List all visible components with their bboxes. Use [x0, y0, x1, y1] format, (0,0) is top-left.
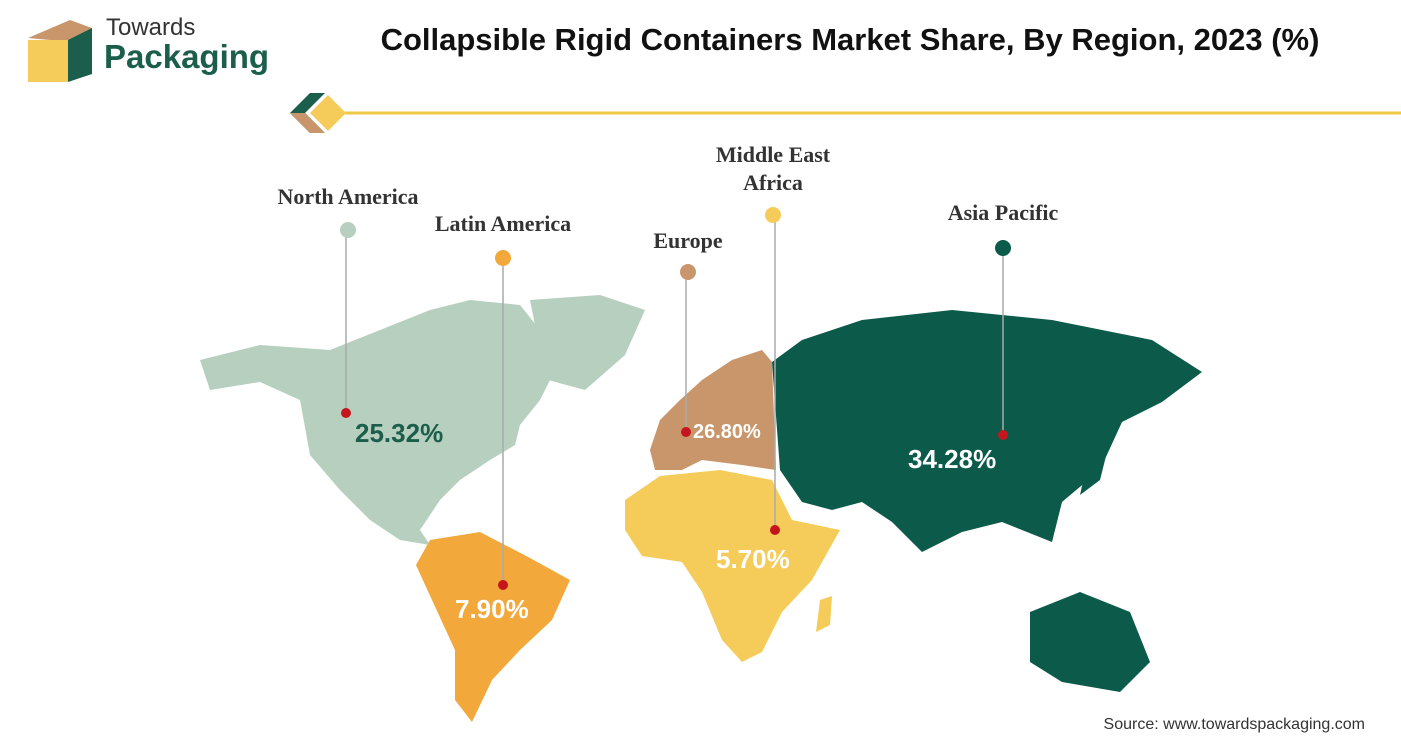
- logo-icon: [28, 20, 92, 82]
- location-dot: [341, 408, 351, 418]
- region-name: Asia Pacific: [947, 200, 1059, 225]
- region-shape: [200, 300, 560, 545]
- source: Source: www.towardspackaging.com: [1103, 716, 1365, 733]
- region-shape: [1080, 440, 1110, 495]
- region-value: 25.32%: [355, 418, 444, 448]
- location-dot: [770, 525, 780, 535]
- region-dot: [680, 264, 696, 280]
- location-dot: [498, 580, 508, 590]
- chart-title: Collapsible Rigid Containers Market Shar…: [380, 22, 1320, 57]
- logo-text: Packaging: [104, 38, 270, 75]
- region-value: 5.70%: [716, 544, 790, 574]
- region-dot: [995, 240, 1011, 256]
- region-dot: [495, 250, 511, 266]
- region-name: North America: [277, 184, 419, 209]
- region-shape: [530, 295, 645, 390]
- region-name: Latin America: [434, 211, 572, 236]
- region-shape: [772, 310, 1202, 552]
- region-dot: [340, 222, 356, 238]
- region-shape: [816, 596, 832, 632]
- region-shape: [625, 470, 840, 662]
- region-value: 26.80%: [693, 421, 761, 443]
- region-shape: [416, 532, 570, 722]
- location-dot: [998, 430, 1008, 440]
- location-dot: [681, 427, 691, 437]
- logo-text: Towards: [106, 14, 196, 41]
- region-value: 34.28%: [908, 444, 997, 474]
- region-value: 7.90%: [455, 594, 529, 624]
- region-name: Europe: [653, 228, 723, 253]
- region-shape: [650, 350, 776, 470]
- continents: [200, 295, 1202, 722]
- region-dot: [765, 207, 781, 223]
- region-shape: [1030, 592, 1150, 692]
- divider-icon: [290, 93, 346, 133]
- region-name: Middle East Africa: [715, 142, 831, 195]
